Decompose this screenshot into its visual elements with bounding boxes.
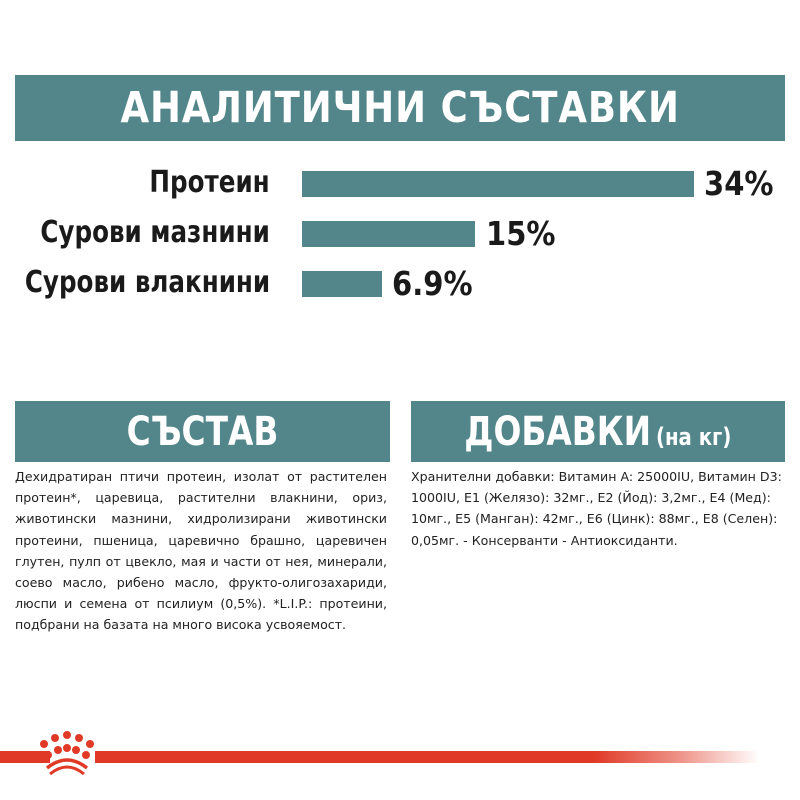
row-label: Сурови мазнини <box>40 215 270 250</box>
additives-title-suffix: (на кг) <box>656 422 732 451</box>
additives-title: ДОБАВКИ <box>464 408 652 455</box>
bar-crude-fiber <box>302 271 382 297</box>
analytical-constituents-banner: АНАЛИТИЧНИ СЪСТАВКИ <box>15 75 785 141</box>
row-label: Протеин <box>149 165 270 200</box>
row-value: 6.9% <box>392 264 473 303</box>
crown-icon <box>40 731 94 776</box>
row-value: 15% <box>486 214 556 253</box>
bar-protein <box>302 171 694 197</box>
footer-red-line-left <box>0 751 50 763</box>
footer-red-line-right <box>95 751 760 763</box>
additives-text: Хранителни добавки: Витамин A: 25000IU, … <box>411 469 782 548</box>
analytical-constituents-title: АНАЛИТИЧНИ СЪСТАВКИ <box>120 83 680 133</box>
chart-row-crude-fiber: Сурови влакнини 6.9% <box>0 264 800 303</box>
composition-text: Дехидратиран птичи протеин, изолат от ра… <box>15 469 387 633</box>
composition-banner: СЪСТАВ <box>15 401 390 462</box>
row-value: 34% <box>704 164 774 203</box>
additives-title-wrap: ДОБАВКИ (на кг) <box>464 409 731 455</box>
row-label: Сурови влакнини <box>24 265 270 300</box>
composition-title: СЪСТАВ <box>126 408 279 455</box>
additives-banner: ДОБАВКИ (на кг) <box>411 401 785 462</box>
chart-row-crude-fat: Сурови мазнини 15% <box>0 214 800 253</box>
chart-row-protein: Протеин 34% <box>0 164 800 203</box>
bar-crude-fat <box>302 221 475 247</box>
